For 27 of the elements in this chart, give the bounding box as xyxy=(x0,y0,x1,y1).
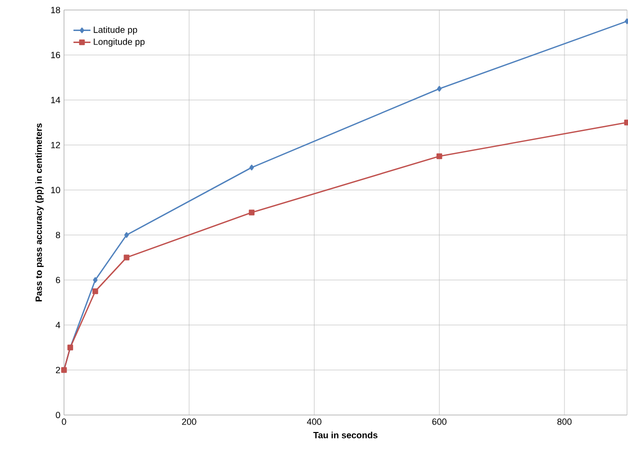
x-axis-title: Tau in seconds xyxy=(313,432,378,438)
y-tick-label: 18 xyxy=(51,6,60,14)
y-tick-label: 2 xyxy=(56,366,60,374)
legend-label: Longitude pp xyxy=(94,38,145,47)
point xyxy=(124,254,130,260)
y-tick-label: 6 xyxy=(56,276,60,284)
point xyxy=(437,86,442,92)
point xyxy=(92,277,98,283)
y-tick-label: 4 xyxy=(56,322,60,328)
x-tick-label: 0 xyxy=(62,418,66,425)
legend-label: Latitude pp xyxy=(94,26,138,35)
point xyxy=(92,288,98,294)
x-tick-label: 200 xyxy=(182,418,196,425)
point xyxy=(436,153,442,160)
point xyxy=(124,232,129,238)
point xyxy=(249,164,254,170)
x-tick-label: 400 xyxy=(306,418,322,425)
y-tick-label: 8 xyxy=(56,232,60,238)
y-tick-label: 16 xyxy=(51,52,60,58)
y-tick-label: 14 xyxy=(51,96,60,104)
x-tick-label: 600 xyxy=(432,418,446,425)
y-tick-label: 10 xyxy=(51,186,60,194)
point xyxy=(248,210,255,216)
y-axis-title: Pass to pass accuracy (pp) in centimeters xyxy=(35,123,44,302)
y-tick-label: 12 xyxy=(51,142,60,148)
x-tick-label: 800 xyxy=(557,418,572,425)
y-tick-label: 0 xyxy=(56,412,60,418)
